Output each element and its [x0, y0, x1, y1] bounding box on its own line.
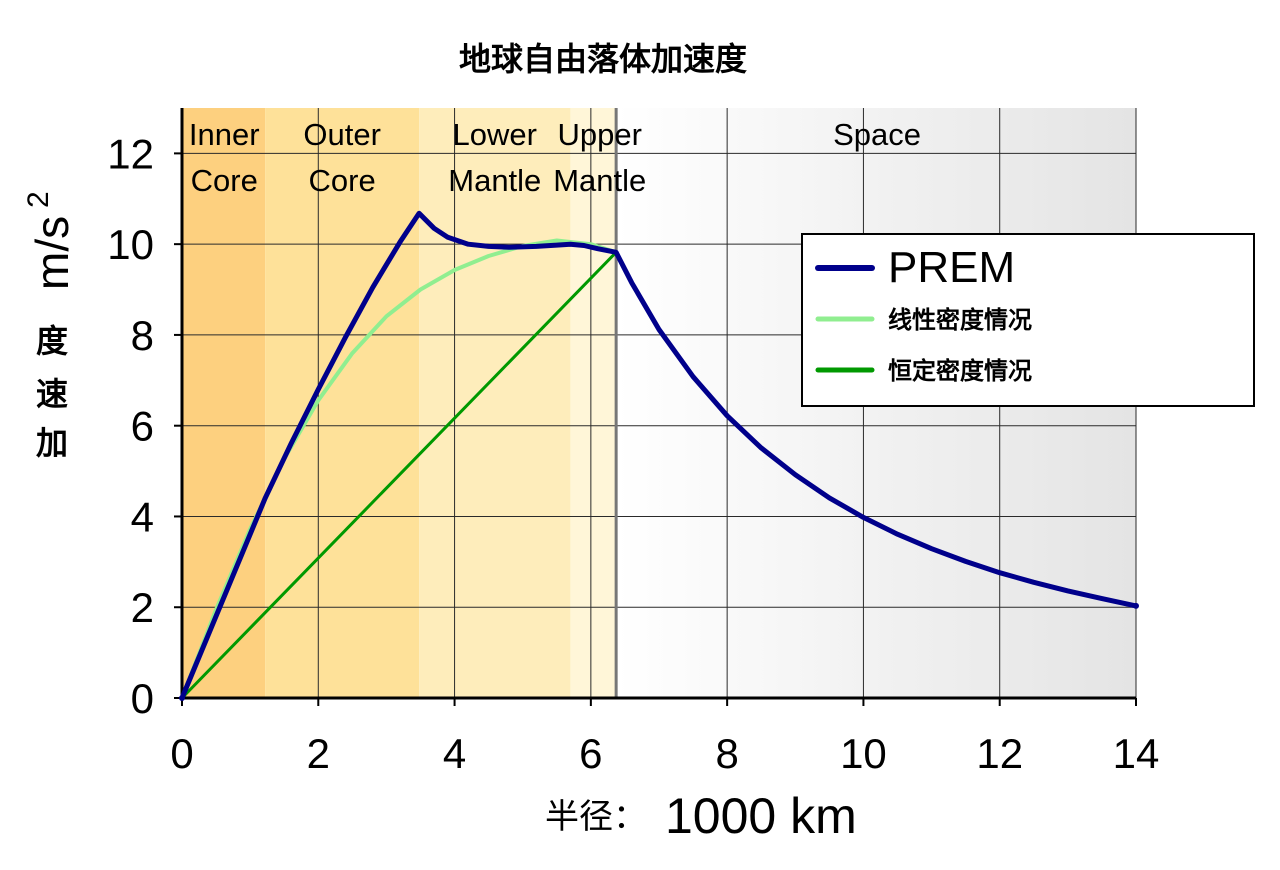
y-tick-label-4: 8: [131, 312, 154, 359]
region-label-inner-core-line1: Inner: [189, 117, 260, 152]
chart-title: 地球自由落体加速度: [459, 40, 747, 78]
y-tick-label-0: 0: [131, 675, 154, 722]
y-tick-label-6: 12: [107, 130, 154, 177]
region-labels: Inner Core Outer Core Lower Mantle Upper Mantle…: [189, 117, 921, 198]
region-label-outer-core-line1: Outer: [303, 117, 381, 152]
legend: PREM 线性密度情况 恒定密度情况: [801, 233, 1255, 407]
region-bg-upper-mantle: [570, 108, 617, 698]
series-lines: [179, 210, 1139, 701]
y-tick-label-5: 10: [107, 221, 154, 268]
tick-labels: 0 2 4 6 8 10 12 14 0 2 4 6 8 10 12: [107, 130, 1159, 777]
x-tick-label-3: 6: [579, 730, 602, 777]
region-bg-lower-mantle: [419, 108, 571, 698]
x-tick-label-0: 0: [170, 730, 193, 777]
series-line-prem: [179, 210, 1139, 701]
y-axis-label-unit: m/s: [26, 216, 78, 290]
y-axis-label-cn-1: 度: [36, 322, 68, 360]
y-tick-label-2: 4: [131, 493, 154, 540]
x-tick-label-7: 14: [1113, 730, 1160, 777]
region-bg-outer-core: [265, 108, 420, 698]
y-tick-label-3: 6: [131, 403, 154, 450]
legend-box: [801, 233, 1255, 407]
y-axis-label-sup: 2: [22, 191, 55, 208]
y-axis-label-cn-2: 速: [36, 375, 68, 413]
x-tick-label-5: 10: [840, 730, 887, 777]
region-label-space-line1: Space: [833, 117, 921, 152]
x-axis-label: 半径： 1000 km: [545, 788, 857, 844]
y-axis-label-cn-3: 加: [36, 424, 68, 462]
region-label-upper-mantle-line2: Mantle: [553, 163, 646, 198]
y-tick-label-1: 2: [131, 584, 154, 631]
x-tick-label-6: 12: [976, 730, 1023, 777]
prem-end-point: [1133, 602, 1139, 609]
legend-label-prem: PREM: [888, 243, 1015, 292]
x-axis-label-cn: 半径：: [545, 797, 647, 837]
y-axis-label: m/s 2 度 速 加: [22, 191, 78, 462]
region-label-lower-mantle-line1: Lower: [453, 117, 537, 152]
region-label-inner-core-line2: Core: [191, 163, 258, 198]
x-axis-label-unit: 1000 km: [665, 788, 857, 844]
series-line-constant-density: [180, 250, 618, 700]
region-label-upper-mantle-line1: Upper: [557, 117, 641, 152]
prem-start-point: [179, 695, 185, 701]
region-label-lower-mantle-line2: Mantle: [448, 163, 541, 198]
x-tick-label-2: 4: [443, 730, 466, 777]
x-tick-label-1: 2: [307, 730, 330, 777]
x-tick-label-4: 8: [715, 730, 738, 777]
region-label-outer-core-line2: Core: [309, 163, 376, 198]
legend-label-linear-density: 线性密度情况: [888, 306, 1032, 334]
legend-label-constant-density: 恒定密度情况: [888, 357, 1032, 385]
